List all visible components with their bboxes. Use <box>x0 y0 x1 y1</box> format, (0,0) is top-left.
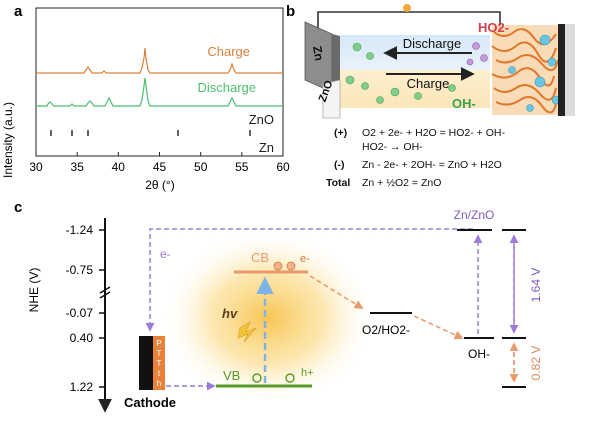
zno-ref-label: ZnO <box>249 112 274 127</box>
nhe-axis-label: NHE (V) <box>27 268 41 313</box>
cathode-letter: t <box>158 369 161 378</box>
zn-zno-label: Zn/ZnO <box>454 208 495 222</box>
discharge-text: Discharge <box>403 36 462 51</box>
electron-label-left: e- <box>160 247 171 261</box>
eq-total-label: Total <box>326 177 350 189</box>
cathode-letter: T <box>157 349 162 358</box>
voltage-164-label: 1.64 V <box>529 268 543 303</box>
cathode-letter: h <box>157 379 161 388</box>
charge-text: Charge <box>407 76 450 91</box>
charge-label: Charge <box>207 44 250 59</box>
nhe-level-label: -0.75 <box>66 263 94 277</box>
bulb-icon <box>403 4 411 12</box>
vb-holes <box>252 373 295 383</box>
cb-electrons <box>273 261 296 271</box>
cathode-letters: P T T t h <box>156 339 161 388</box>
nhe-axis-ticks <box>99 229 105 388</box>
xrd-tick-label: 30 <box>29 160 43 174</box>
zn-plate-side <box>332 34 340 94</box>
cathode-black <box>139 336 153 390</box>
o2-ho2-label: O2/HO2- <box>362 323 410 337</box>
gas-layer <box>565 24 575 116</box>
xrd-tick-label: 55 <box>235 160 249 174</box>
zn-ref-label: Zn <box>259 140 274 155</box>
panel-a-label: a <box>14 3 23 20</box>
nhe-level-label: -0.07 <box>66 306 94 320</box>
circuit-wire <box>317 11 501 40</box>
xrd-xlabel: 2θ (°) <box>145 178 174 192</box>
voltage-082-label: 0.82 V <box>529 346 543 381</box>
panel-c-label: c <box>14 199 22 216</box>
eq-total: Zn + ½O2 = ZnO <box>362 177 441 189</box>
cb-to-o2-arrow <box>309 275 364 309</box>
discharge-label: Discharge <box>197 80 256 95</box>
reaction-equations: (+) O2 + 2e- + H2O = HO2- + OH- HO2- → O… <box>326 127 505 189</box>
panel-c: c NHE (V) -1.24 -0.75 -0.07 0.40 1.22 <box>14 199 543 413</box>
light-glow <box>166 234 370 402</box>
cathode-orange <box>153 336 165 390</box>
charge-curve <box>36 47 283 74</box>
panel-b-label: b <box>286 3 295 20</box>
panel-b: b Zn ZnO Discharge Charge <box>286 3 575 189</box>
hydroxide-ions <box>345 42 456 104</box>
xrd-tick-label: 40 <box>112 160 126 174</box>
cathode-letter: P <box>156 339 161 348</box>
lightning-icon <box>237 321 257 343</box>
panel-a: a Intensity (a.u.) 30 35 40 45 50 55 60 … <box>1 3 290 192</box>
ho2-label: HO2- <box>478 20 509 35</box>
eq-neg-sign: (-) <box>334 159 345 171</box>
xrd-tick-label: 35 <box>71 160 85 174</box>
nhe-level-labels: -1.24 -0.75 -0.07 0.40 1.22 <box>66 223 94 394</box>
current-collector <box>558 24 565 116</box>
nhe-level-label: 0.40 <box>70 331 94 345</box>
xrd-tick-label: 60 <box>276 160 290 174</box>
xrd-tick-labels: 30 35 40 45 50 55 60 <box>29 160 290 174</box>
xrd-tick-label: 45 <box>153 160 167 174</box>
discharge-curve <box>36 77 283 107</box>
peroxide-ions <box>466 42 488 66</box>
o2-to-oh-arrow <box>413 315 464 340</box>
nhe-level-label: 1.22 <box>70 380 94 394</box>
zn-electrode-label: Zn <box>310 45 326 62</box>
nhe-level-label: -1.24 <box>66 223 94 237</box>
eq-pos-sign: (+) <box>334 127 347 139</box>
catalyst-fibers <box>491 28 559 114</box>
axis-break <box>99 286 111 299</box>
cb-electron-label: e- <box>300 253 310 265</box>
cathode-label: Cathode <box>124 395 176 410</box>
cathode-letter: T <box>157 359 162 368</box>
eq-pos-1: O2 + 2e- + H2O = HO2- + OH- <box>362 127 505 139</box>
electron-path <box>145 228 473 332</box>
zno-ref-sticks <box>50 130 251 136</box>
vb-label: VB <box>223 368 240 383</box>
eq-neg: Zn - 2e- + 2OH- = ZnO + H2O <box>362 159 502 171</box>
oh-level-label: OH- <box>468 347 490 361</box>
oxygen-bubbles <box>508 34 561 112</box>
xrd-ylabel: Intensity (a.u.) <box>1 102 15 178</box>
oh-label: OH- <box>452 96 476 111</box>
xrd-ticks <box>35 152 284 156</box>
zno-plate <box>322 79 341 119</box>
vb-hole-label: h+ <box>301 367 314 379</box>
hv-label: hv <box>222 306 238 321</box>
cb-label: CB <box>251 250 269 265</box>
xrd-tick-label: 50 <box>194 160 208 174</box>
eq-pos-2: HO2- → OH- <box>362 141 423 153</box>
